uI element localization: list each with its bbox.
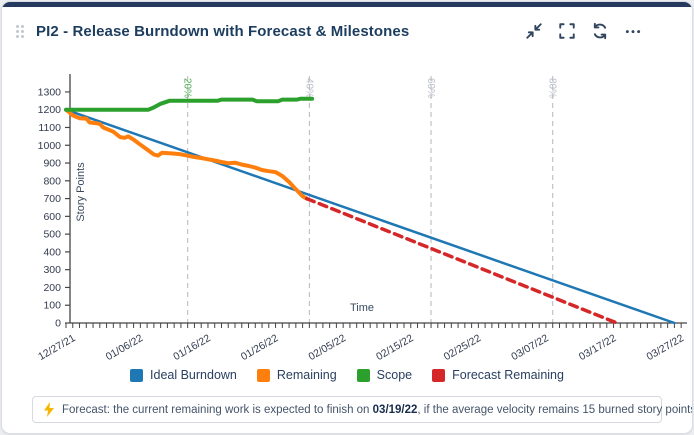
x-tick-label: 01/06/22	[104, 332, 146, 362]
series-line-ideal-burndown	[64, 108, 676, 325]
legend-label-forecast-remaining: Forecast Remaining	[452, 368, 564, 382]
milestone-label-20%: 20%	[182, 78, 193, 98]
widget-title: PI2 - Release Burndown with Forecast & M…	[36, 22, 410, 40]
legend-swatch-ideal-burndown	[130, 368, 144, 382]
lightning-bolt-icon	[44, 402, 54, 417]
legend-label-scope: Scope	[376, 368, 413, 382]
y-tick-label: 1100	[38, 122, 61, 134]
legend-label-remaining: Remaining	[276, 368, 337, 382]
header-toolbar	[525, 22, 642, 40]
y-tick-label: 600	[43, 211, 61, 223]
y-tick-label: 300	[43, 264, 61, 276]
drag-handle-icon[interactable]	[16, 24, 24, 38]
forecast-date: 03/19/22	[372, 403, 418, 416]
refresh-icon[interactable]	[591, 22, 609, 40]
legend-swatch-remaining	[256, 368, 270, 382]
legend-item-scope[interactable]: Scope	[356, 368, 413, 382]
x-tick-label: 02/05/22	[307, 332, 349, 362]
card-top-accent-bar	[2, 2, 692, 7]
y-tick-label: 500	[43, 229, 61, 241]
x-tick-label: 12/27/21	[36, 332, 78, 362]
y-tick-label: 900	[43, 158, 61, 170]
x-tick-label: 01/26/22	[239, 332, 281, 362]
legend-swatch-forecast-remaining	[432, 368, 446, 382]
legend-item-remaining[interactable]: Remaining	[256, 368, 337, 382]
forecast-note-text: Forecast: the current remaining work is …	[62, 403, 692, 416]
chart-legend: Ideal Burndown Remaining Scope Forecast Rem…	[2, 365, 692, 385]
milestone-label-80%: 80%	[547, 78, 558, 98]
x-axis-title: Time	[350, 302, 374, 314]
milestone-label-40%: 40%	[303, 78, 314, 98]
x-tick-label: 03/17/22	[577, 332, 619, 362]
burndown-chart: 20% 40% 60% 80% 0 100 200 300 400 500 600 700 800 900…	[2, 60, 692, 367]
series-line-forecast-remaining	[304, 196, 619, 325]
x-tick-label: 03/27/22	[645, 332, 687, 362]
y-tick-label: 1000	[38, 140, 62, 152]
more-options-icon[interactable]	[624, 22, 642, 40]
series-line-remaining	[64, 107, 309, 201]
x-tick-label: 02/25/22	[442, 332, 484, 362]
chart-canvas: 20% 40% 60% 80% 0 100 200 300 400 500 600 700 800 900…	[36, 74, 687, 363]
y-tick-label: 100	[43, 300, 61, 312]
x-tick-label: 02/15/22	[374, 332, 416, 362]
legend-label-ideal-burndown: Ideal Burndown	[150, 368, 237, 382]
legend-item-ideal-burndown[interactable]: Ideal Burndown	[130, 368, 237, 382]
series-line-scope	[64, 96, 315, 112]
milestone-label-60%: 60%	[425, 78, 436, 98]
legend-swatch-scope	[356, 368, 370, 382]
widget-header: PI2 - Release Burndown with Forecast & M…	[2, 7, 692, 55]
y-tick-label: 400	[43, 246, 61, 258]
forecast-note: Forecast: the current remaining work is …	[32, 396, 692, 423]
y-tick-label: 1300	[38, 86, 62, 98]
y-tick-label: 700	[43, 193, 61, 205]
y-tick-label: 800	[43, 175, 61, 187]
legend-item-forecast-remaining[interactable]: Forecast Remaining	[432, 368, 564, 382]
y-axis-title: Story Points	[75, 162, 87, 222]
x-tick-label: 03/07/22	[509, 332, 551, 362]
y-tick-label: 200	[43, 282, 61, 294]
x-tick-label: 01/16/22	[171, 332, 213, 362]
y-tick-label: 0	[55, 318, 61, 330]
fullscreen-icon[interactable]	[558, 22, 576, 40]
y-tick-label: 1200	[38, 104, 62, 116]
collapse-icon[interactable]	[525, 22, 543, 40]
